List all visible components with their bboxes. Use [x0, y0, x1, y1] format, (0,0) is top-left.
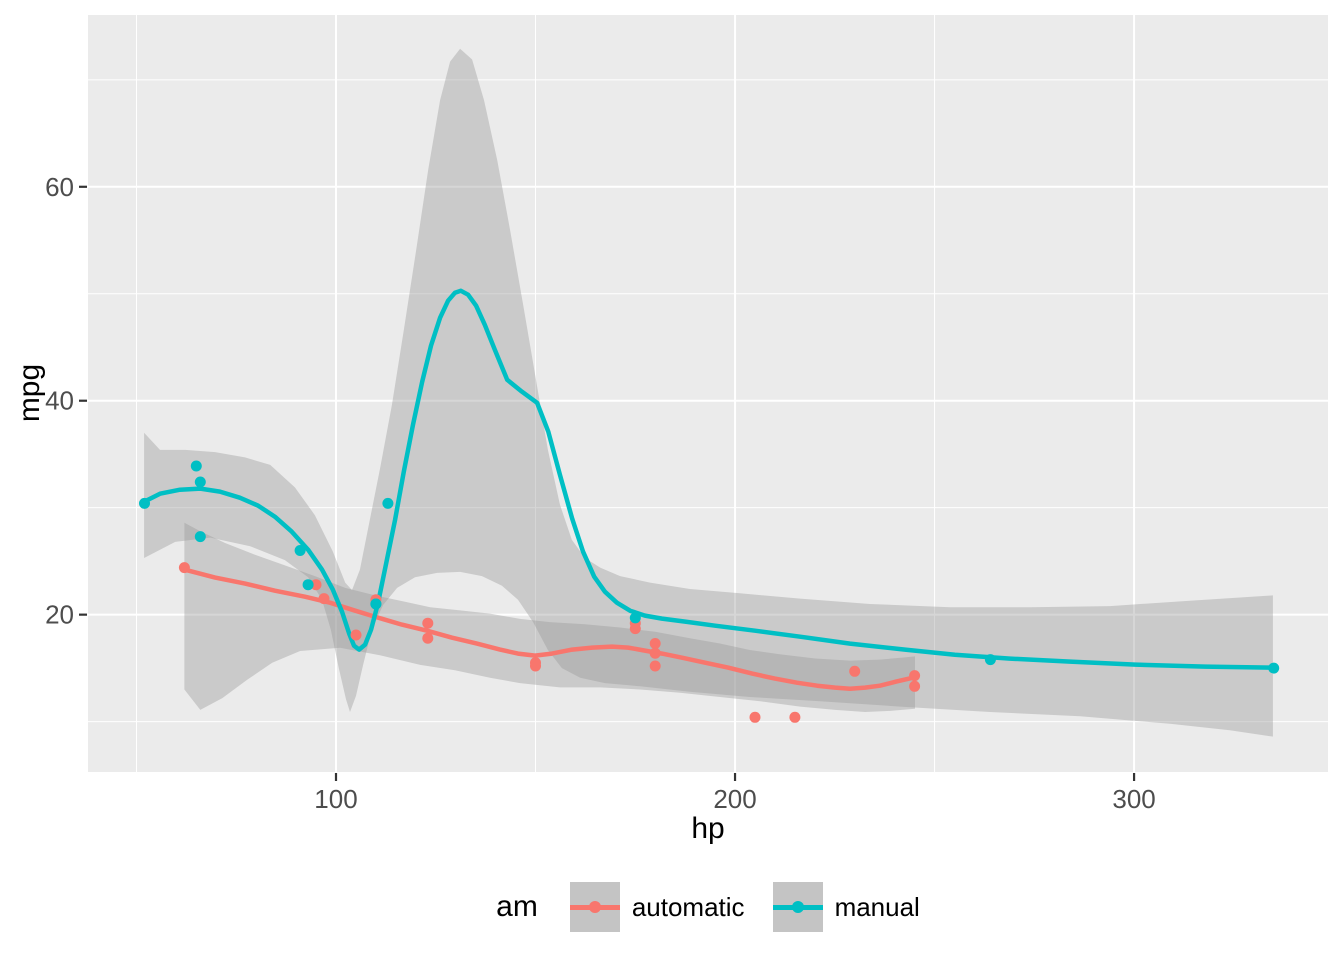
data-point-automatic: [909, 670, 921, 682]
y-tick-label: 40: [45, 386, 74, 416]
data-point-manual: [629, 612, 641, 624]
data-point-automatic: [849, 665, 861, 677]
smooth-line-automatic: [182, 567, 916, 691]
legend-item-automatic: automatic: [569, 882, 745, 932]
data-point-manual: [294, 545, 306, 556]
data-point-automatic: [749, 711, 761, 723]
data-point-automatic: [909, 680, 921, 692]
plot-area: 100 200 300 20 40 60: [45, 15, 1328, 814]
data-point-automatic: [649, 638, 661, 649]
data-point-automatic: [318, 593, 330, 605]
y-axis-title: mpg: [13, 363, 46, 423]
data-point-automatic: [649, 660, 661, 672]
point-glyph-icon: [791, 901, 804, 913]
data-point-manual: [370, 598, 382, 610]
data-point-automatic: [530, 660, 541, 672]
legend-label-manual: manual: [834, 891, 920, 922]
data-point-manual: [382, 497, 394, 509]
data-point-manual: [194, 476, 206, 488]
legend-label-automatic: automatic: [631, 891, 745, 922]
legend-key-automatic: [569, 882, 620, 932]
smooth-line-manual: [141, 288, 1276, 670]
x-tick-label: 300: [1112, 784, 1155, 814]
panel-background: [88, 15, 1328, 772]
legend-item-manual: manual: [772, 882, 920, 932]
data-point-automatic: [350, 629, 362, 641]
data-point-manual: [139, 497, 150, 509]
data-point-automatic: [422, 632, 434, 644]
point-glyph-icon: [588, 901, 601, 913]
data-point-manual: [1268, 662, 1280, 674]
legend-title: am: [496, 890, 538, 923]
data-point-manual: [194, 531, 206, 543]
legend: am automatic manual: [88, 880, 1328, 934]
data-point-manual: [302, 579, 314, 591]
y-tick-label: 20: [45, 600, 74, 630]
data-point-automatic: [649, 647, 661, 659]
data-point-manual: [984, 654, 996, 666]
data-point-automatic: [310, 579, 322, 591]
confidence-ribbon-manual: [144, 48, 1273, 737]
data-point-manual: [190, 460, 202, 472]
y-tick-label: 60: [45, 172, 74, 202]
data-point-automatic: [789, 711, 801, 723]
data-point-automatic: [178, 562, 190, 574]
x-tick-label: 200: [713, 784, 756, 814]
data-point-automatic: [422, 617, 434, 629]
x-tick-label: 100: [314, 784, 357, 814]
x-axis-title: hp: [691, 812, 725, 845]
confidence-ribbon-automatic: [184, 522, 915, 712]
legend-key-manual: [772, 882, 823, 932]
